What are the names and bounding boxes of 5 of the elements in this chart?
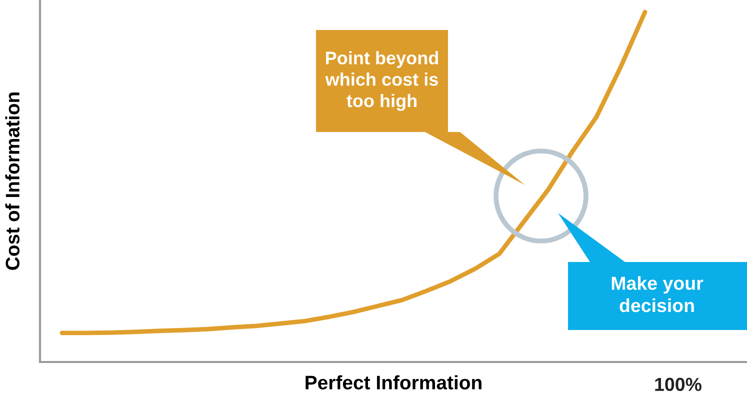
y-axis-title: Cost of Information bbox=[5, 92, 20, 270]
annotation: Make your decision bbox=[612, 276, 704, 312]
x-axis-title: Perfect Information bbox=[306, 375, 482, 390]
text: 100% bbox=[655, 378, 702, 392]
annotation: Point beyond which cost is too high bbox=[325, 51, 438, 111]
